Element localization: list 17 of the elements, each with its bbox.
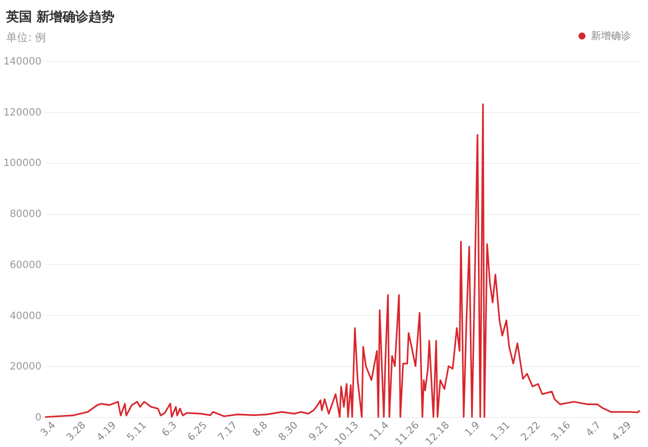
y-tick-label: 40000: [10, 310, 42, 322]
y-tick-label: 120000: [3, 107, 42, 118]
x-tick-label: 3.4: [38, 420, 58, 439]
y-tick-label: 0: [35, 412, 42, 424]
line-series: [44, 103, 641, 418]
y-tick-label: 60000: [10, 260, 42, 271]
chart-subtitle: 单位: 例: [6, 31, 46, 44]
chart-title: 英国 新增确诊趋势: [5, 9, 115, 25]
y-tick-label: 100000: [3, 158, 42, 170]
legend-label: 新增确诊: [591, 30, 631, 42]
y-tick-label: 80000: [10, 209, 42, 220]
x-tick-label: 4.7: [584, 420, 604, 439]
x-tick-label: 8.8: [251, 420, 270, 439]
x-tick-label: 1.9: [463, 420, 482, 439]
y-tick-label: 20000: [10, 362, 42, 373]
y-tick-label: 140000: [3, 56, 42, 68]
x-tick-label: 6.3: [160, 420, 180, 439]
